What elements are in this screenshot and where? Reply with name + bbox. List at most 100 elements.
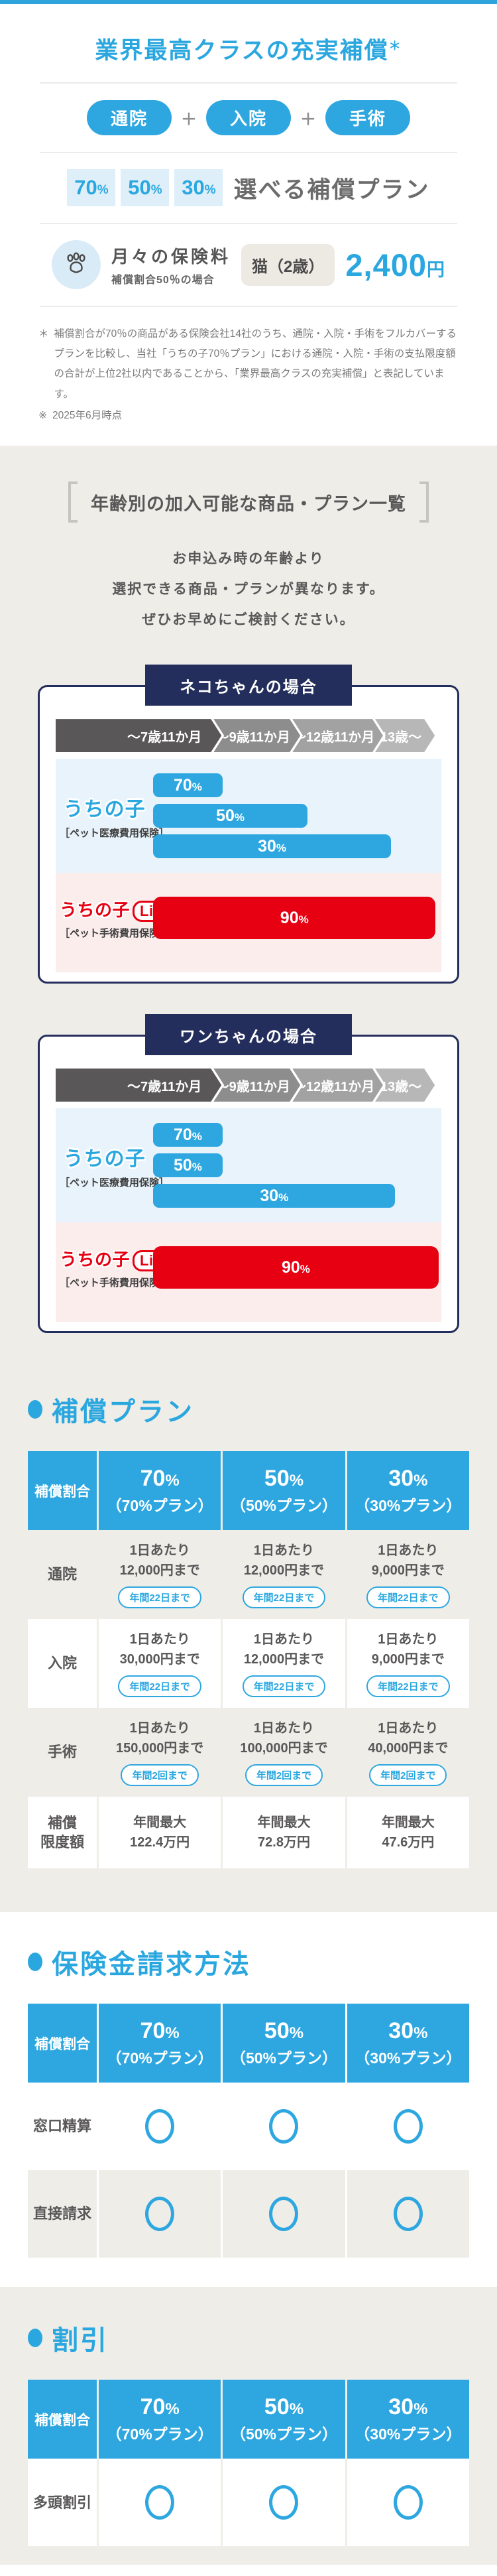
coverage-pill-surgery: 手術 [325, 100, 410, 135]
coverage-bar: 70% [153, 1123, 223, 1147]
age-intro: お申込み時の年齢より 選択できる商品・プランが異なります。 ぜひお早めにご検討く… [0, 544, 497, 635]
header-label-cell: 補償割合 [28, 1451, 97, 1531]
uchinoko-light-logo: うちの子Light [60, 1246, 185, 1271]
percent-symbol: % [414, 2024, 428, 2043]
table-row: 直接請求 [28, 2170, 469, 2258]
plus-sign: ＋ [181, 111, 197, 129]
limit-line2: 9,000円まで [371, 1652, 445, 1667]
footer-spacer [0, 2565, 497, 2576]
percent-number: 70 [140, 1466, 166, 1492]
coverage-bar: 30% [153, 1184, 396, 1208]
age-timeline: 〜7歳11か月 〜9歳11か月 〜12歳11か月 13歳〜 [56, 719, 441, 752]
percent-number: 70 [140, 2394, 166, 2420]
limit-line1: 1日あたり [253, 1721, 315, 1736]
availability-cell [99, 2083, 221, 2171]
available-circle-icon [393, 2109, 423, 2144]
limit-line1: 1日あたり [253, 1632, 315, 1647]
limit-cell: 1日あたり 9,000円まで 年間22日まで [347, 1530, 469, 1620]
header-plan-name: （50%プラン） [230, 2425, 338, 2443]
coverage-pill-hospitalization: 入院 [206, 100, 291, 135]
table-row: 手術 1日あたり 150,000円まで 年間2回まで 1日あたり 100,000円まで 年間… [28, 1708, 469, 1797]
header-plan-name: （30%プラン） [355, 1497, 462, 1515]
header-plan-cell: 50% （50%プラン） [223, 2004, 345, 2083]
percent-number: 70 [173, 775, 192, 795]
percent-number: 50 [128, 176, 151, 199]
age-section-heading: 年齢別の加入可能な商品・プラン一覧 [0, 482, 497, 523]
limit-line2: 72.8万円 [258, 1835, 310, 1850]
percent-number: 50 [173, 1155, 192, 1175]
availability-cell [99, 2459, 221, 2547]
limit-line2: 100,000円まで [240, 1741, 328, 1756]
limit-cell: 1日あたり 12,000円まで 年間22日まで [223, 1619, 345, 1708]
light-product-label: うちの子Light ［ペット手術費用保険］ [56, 897, 185, 940]
percent-symbol: % [165, 2400, 180, 2419]
percent-symbol: % [278, 1191, 289, 1204]
discount-heading: 割引 [28, 2319, 469, 2357]
footnotes: ＊ 補償割合が70％の商品がある保険会社14社のうち、通院・入院・手術をフルカバ… [38, 324, 459, 426]
header-plan-percent: 70% [140, 1466, 180, 1492]
limit-line1: 1日あたり [378, 1543, 439, 1559]
limit-line1: 年間最大 [133, 1815, 187, 1831]
row-label-cell: 補償 限度額 [28, 1797, 97, 1869]
paw-icon [52, 240, 101, 289]
limit-cell: 年間最大 122.4万円 [99, 1797, 221, 1869]
percent-number: 30 [258, 836, 276, 856]
table-row: 通院 1日あたり 12,000円まで 年間22日まで 1日あたり 12,000円まで 年間2… [28, 1530, 469, 1620]
light-product-label: うちの子Light ［ペット手術費用保険］ [56, 1246, 185, 1289]
limit-cell: 1日あたり 30,000円まで 年間22日まで [99, 1619, 221, 1708]
age-segment: 〜12歳11か月 [292, 719, 383, 752]
age-segment-label: 〜7歳11か月 [127, 730, 202, 745]
age-plans-section: 年齢別の加入可能な商品・プラン一覧 お申込み時の年齢より 選択できる商品・プラン… [0, 446, 497, 1913]
age-segment: 〜7歳11か月 [56, 719, 221, 752]
header-label-cell: 補償割合 [28, 2004, 97, 2083]
premium-price: 2,400 円 [345, 247, 445, 283]
limit-line2: 30,000円まで [119, 1652, 200, 1667]
age-heading-text: 年齢別の加入可能な商品・プラン一覧 [91, 493, 406, 514]
availability-cell [99, 2170, 221, 2258]
limit-cell: 1日あたり 150,000円まで 年間2回まで [99, 1708, 221, 1797]
age-segment: 〜9歳11か月 [213, 1068, 300, 1102]
claims-table: 補償割合 70% （70%プラン） 50% （50%プラン） 30% （30%プラン） 窓口精… [28, 2004, 469, 2258]
discount-table: 補償割合 70% （70%プラン） 50% （50%プラン） 30% （30%プラン） 多頭割… [28, 2380, 469, 2547]
light-band: うちの子Light［ペット手術費用保険］90% [56, 873, 441, 973]
percent-symbol: % [192, 1129, 202, 1143]
premium-row: 月々の保険料 補償割合50％の場合 猫（2歳） 2,400 円 [0, 240, 497, 289]
discount-section: 割引 補償割合 70% （70%プラン） 50% （50%プラン） 30% （30%プラン）… [0, 2287, 497, 2565]
pet-card: ワンちゃんの場合 〜7歳11か月 〜9歳11か月 〜12歳11か月 13歳〜 うちの子 ［ペ… [38, 1014, 459, 1334]
percent-symbol: % [289, 1472, 304, 1490]
header-plan-percent: 30% [388, 1466, 427, 1492]
available-circle-icon [145, 2109, 175, 2144]
age-intro-line: お申込み時の年齢より [172, 551, 325, 567]
bullet-dot-icon [28, 1953, 42, 1972]
limit-line2: 150,000円まで [116, 1741, 204, 1756]
premium-label-block: 月々の保険料 補償割合50％の場合 [111, 243, 231, 287]
coverage-bar: 50% [153, 804, 307, 828]
percent-symbol: % [289, 2400, 304, 2419]
limit-cell: 1日あたり 9,000円まで 年間22日まで [347, 1619, 469, 1708]
availability-cell [347, 2459, 469, 2547]
table-header-row: 補償割合 70% （70%プラン） 50% （50%プラン） 30% （30%プラン） [28, 2004, 469, 2083]
coverage-bar: 30% [153, 834, 391, 859]
row-label-line: 限度額 [40, 1834, 84, 1851]
plus-sign: ＋ [300, 111, 316, 129]
footnote-text: 2025年6月時点 [52, 409, 123, 421]
header-plan-cell: 50% （50%プラン） [223, 1451, 345, 1531]
percent-symbol: % [276, 841, 287, 854]
available-circle-icon [145, 2485, 175, 2520]
top-accent-bar [0, 0, 497, 4]
uchinoko-logo: うちの子 [63, 1147, 146, 1170]
limit-line2: 9,000円まで [371, 1563, 445, 1578]
coverage-bar: 70% [153, 773, 223, 798]
available-circle-icon [393, 2485, 423, 2520]
available-circle-icon [393, 2197, 423, 2232]
row-label-cell: 直接請求 [28, 2170, 97, 2258]
plans-table: 補償割合 70% （70%プラン） 50% （50%プラン） 30% （30%プラン） 通院 1… [28, 1451, 469, 1869]
header-plan-cell: 30% （30%プラン） [347, 1451, 469, 1531]
limit-badge: 年間22日まで [242, 1586, 326, 1609]
medical-product-subtitle: ［ペット医療費用保険］ [60, 1177, 170, 1189]
footnote-text: 補償割合が70％の商品がある保険会社14社のうち、通院・入院・手術をフルカバーす… [54, 328, 457, 400]
limit-line1: 年間最大 [257, 1815, 311, 1831]
percent-symbol: % [298, 913, 309, 926]
limit-badge: 年間22日まで [118, 1675, 201, 1698]
percent-number: 30 [388, 2018, 414, 2044]
